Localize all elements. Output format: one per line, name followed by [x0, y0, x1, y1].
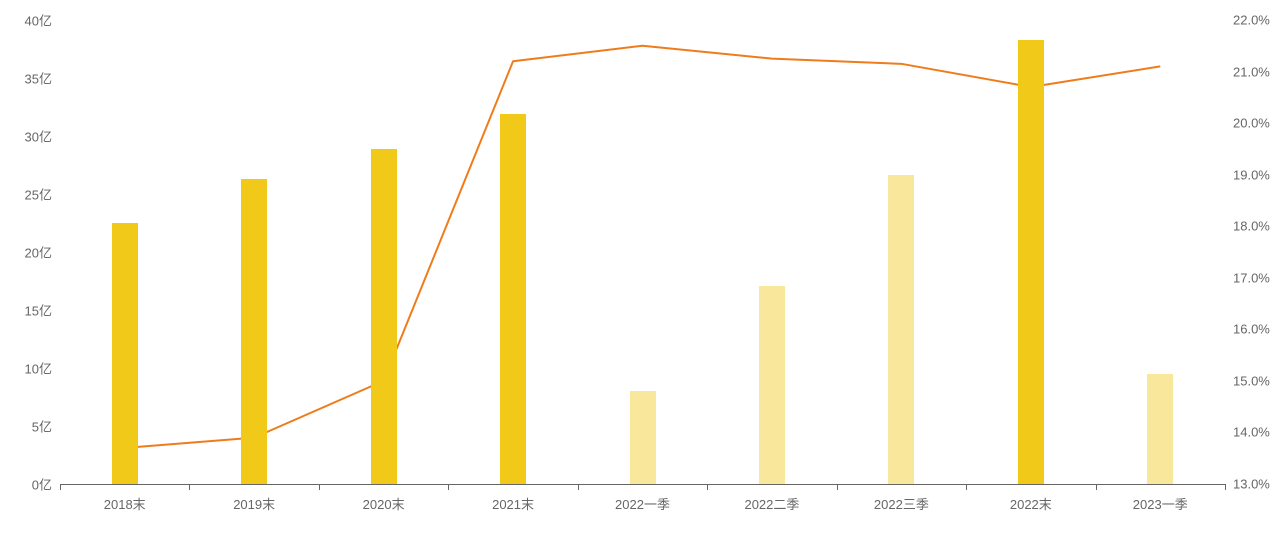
x-tick	[578, 484, 579, 490]
bar-2022一季	[630, 391, 656, 484]
x-label: 2022三季	[874, 494, 929, 513]
y-right-label: 22.0%	[1233, 13, 1270, 28]
x-tick	[1096, 484, 1097, 490]
x-label: 2018末	[104, 494, 146, 513]
x-label: 2023一季	[1133, 494, 1188, 513]
y-right-label: 13.0%	[1233, 477, 1270, 492]
y-left-label: 40亿	[25, 11, 52, 30]
x-tick	[837, 484, 838, 490]
y-right-label: 19.0%	[1233, 167, 1270, 182]
y-right-label: 18.0%	[1233, 219, 1270, 234]
y-right-label: 16.0%	[1233, 322, 1270, 337]
x-tick	[319, 484, 320, 490]
bar-2023一季	[1147, 374, 1173, 484]
combo-chart: 2018末 2019末 2020末 2021末 2022一季 2022二季 2022三季 20…	[0, 0, 1285, 540]
y-right-label: 15.0%	[1233, 373, 1270, 388]
bar-2021末	[500, 114, 526, 484]
bar-2022末	[1018, 40, 1044, 484]
y-left-label: 35亿	[25, 69, 52, 88]
x-label: 2022二季	[744, 494, 799, 513]
y-left-label: 25亿	[25, 185, 52, 204]
y-left-label: 20亿	[25, 243, 52, 262]
x-label: 2022末	[1010, 494, 1052, 513]
x-tick	[448, 484, 449, 490]
bar-2020末	[371, 149, 397, 484]
y-right-label: 21.0%	[1233, 64, 1270, 79]
x-tick	[1225, 484, 1226, 490]
line-polyline	[125, 46, 1161, 448]
y-left-label: 5亿	[32, 417, 52, 436]
x-label: 2019末	[233, 494, 275, 513]
bar-2022三季	[888, 175, 914, 484]
x-tick	[60, 484, 61, 490]
y-left-label: 0亿	[32, 475, 52, 494]
y-left-label: 15亿	[25, 301, 52, 320]
x-label: 2022一季	[615, 494, 670, 513]
y-left-label: 30亿	[25, 127, 52, 146]
x-label: 2021末	[492, 494, 534, 513]
x-tick	[707, 484, 708, 490]
y-right-label: 17.0%	[1233, 270, 1270, 285]
x-tick	[189, 484, 190, 490]
x-label: 2020末	[363, 494, 405, 513]
y-right-label: 14.0%	[1233, 425, 1270, 440]
bar-2022二季	[759, 286, 785, 484]
y-right-label: 20.0%	[1233, 116, 1270, 131]
x-tick	[966, 484, 967, 490]
bar-2018末	[112, 223, 138, 484]
y-left-label: 10亿	[25, 359, 52, 378]
bar-2019末	[241, 179, 267, 484]
plot-area	[60, 20, 1225, 485]
